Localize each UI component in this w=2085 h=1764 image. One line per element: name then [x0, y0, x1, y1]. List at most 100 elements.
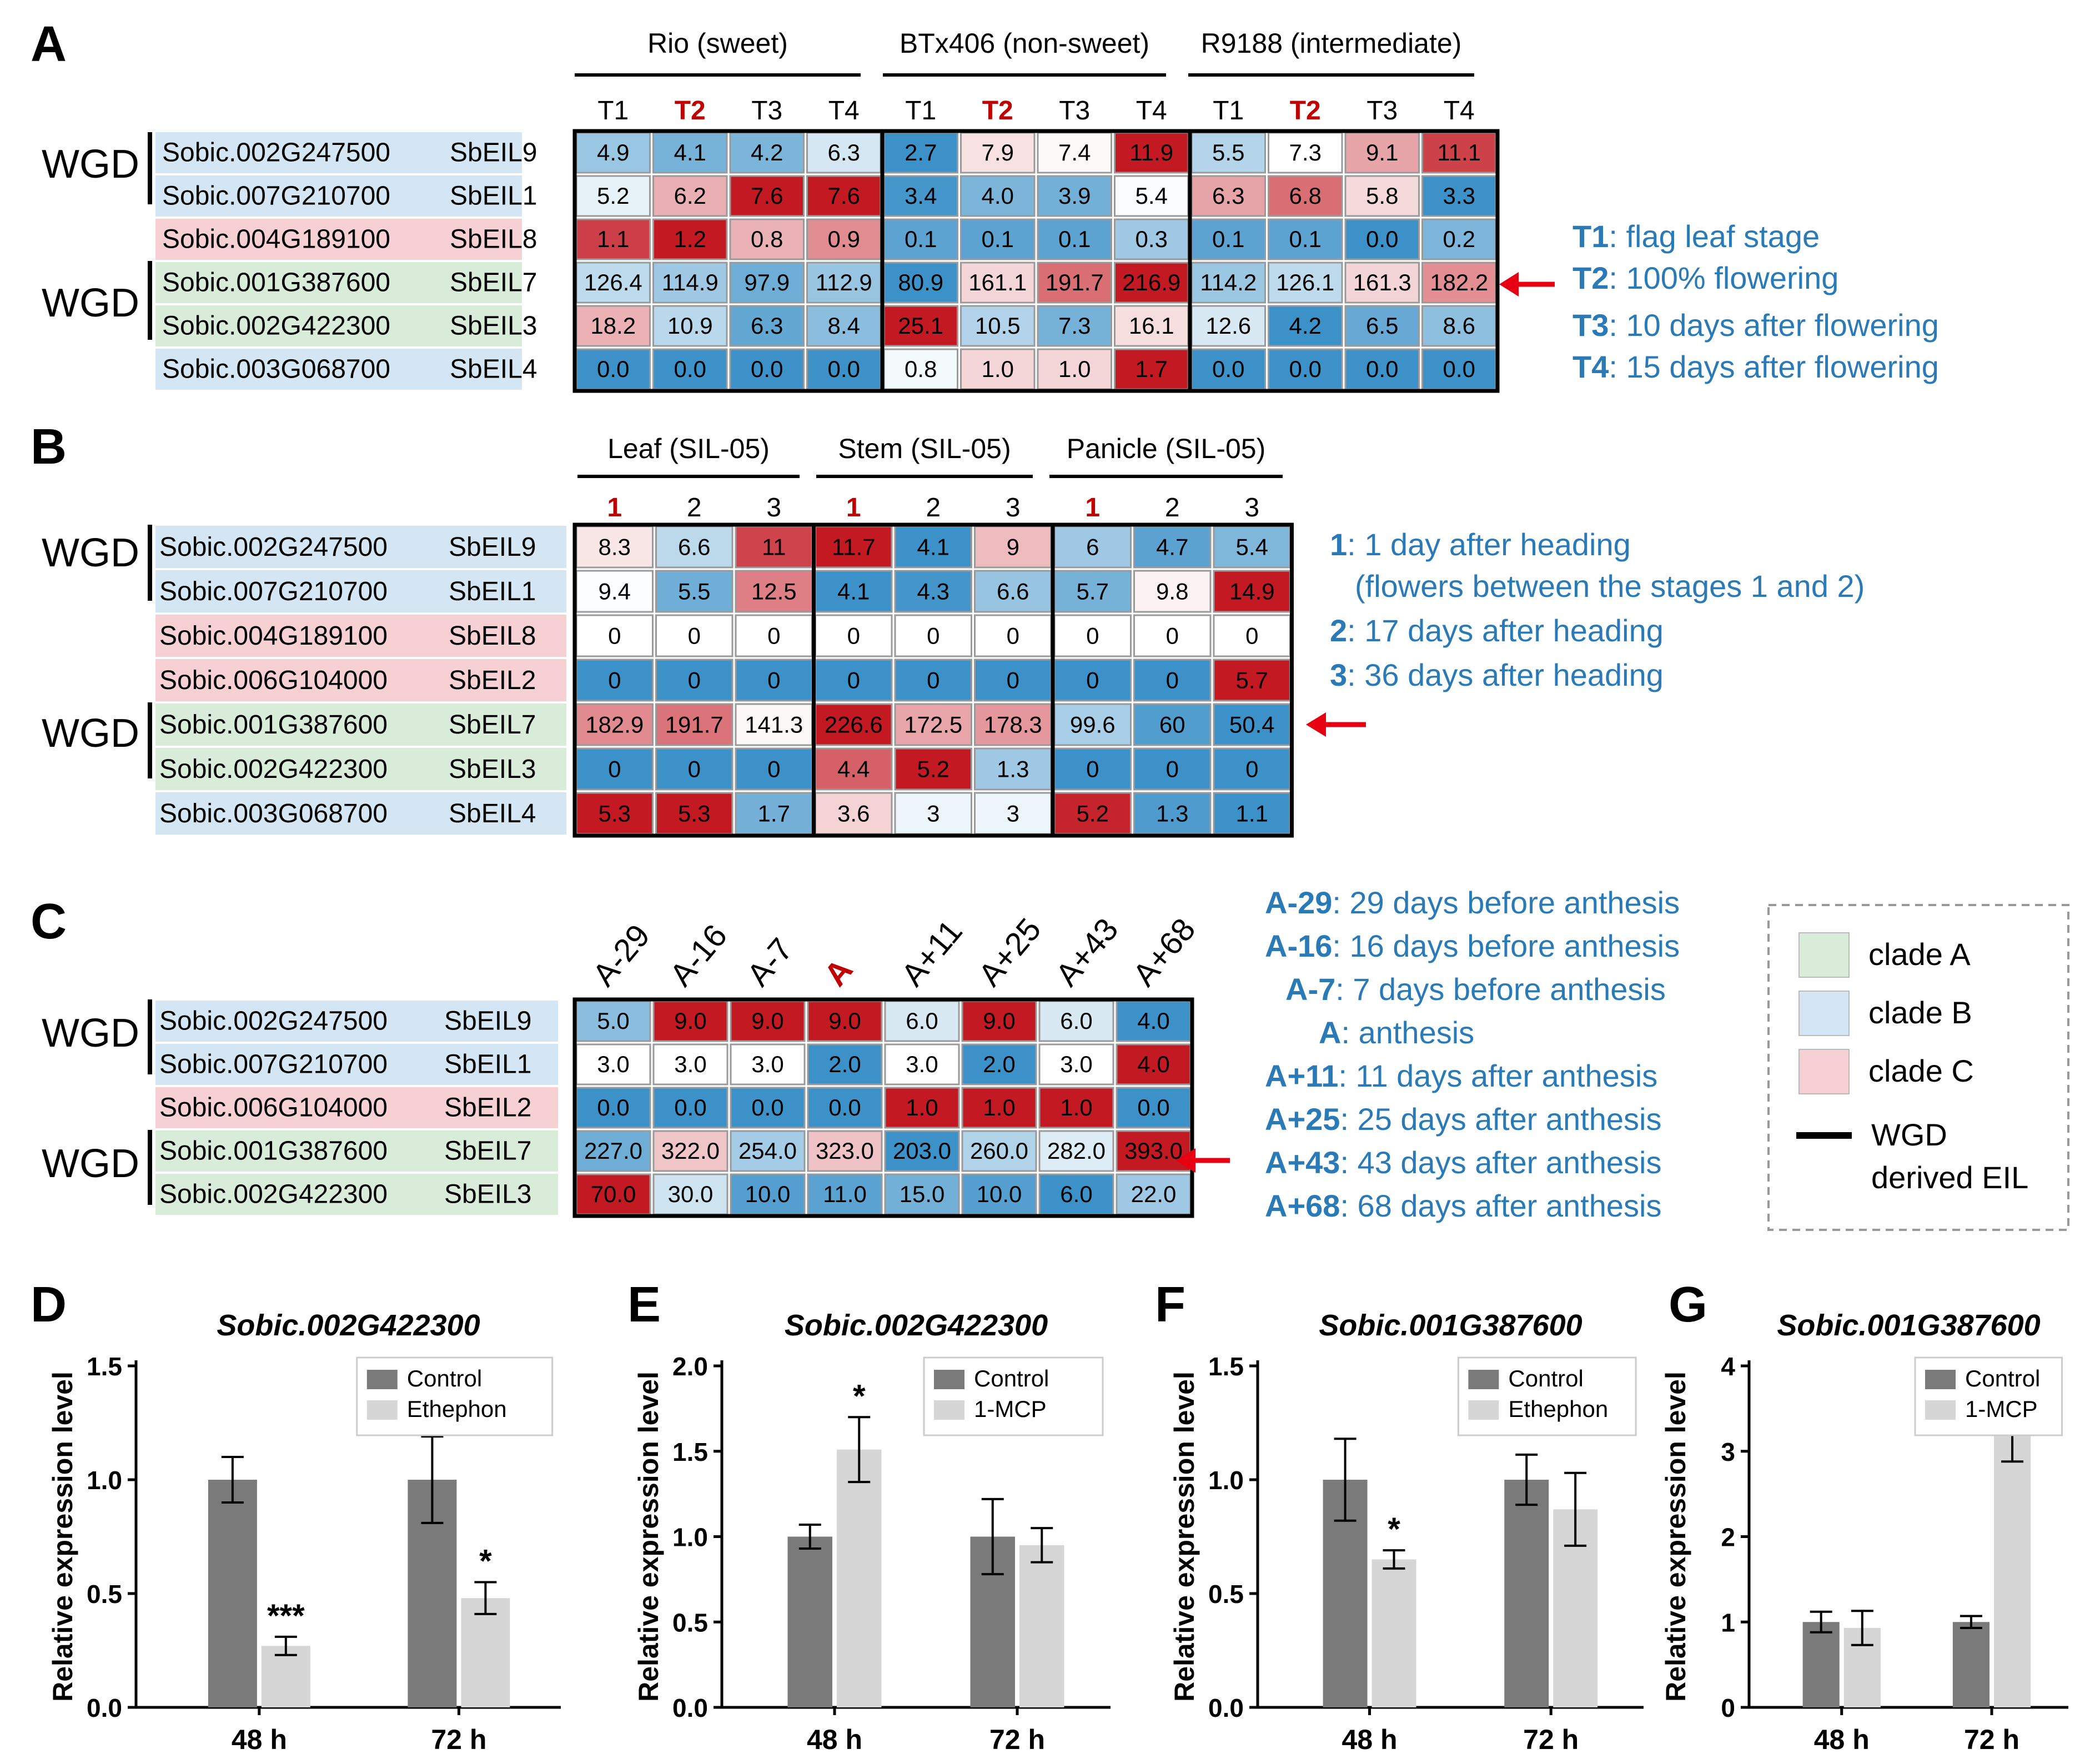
- panel-a-cell-value: 1.2: [674, 226, 706, 252]
- chart-f-legend-label: Ethephon: [1508, 1396, 1608, 1422]
- panel-b-cell: [735, 703, 813, 746]
- panel-a-cell: [960, 175, 1036, 217]
- chart-d-panel-label: D: [31, 1277, 67, 1333]
- panel-b-legend-item: 3: 36 days after heading: [1330, 657, 1664, 692]
- panel-a-cell-value: 114.2: [1200, 269, 1257, 295]
- panel-c-cell: [807, 1173, 883, 1215]
- panel-a-cell-value: 182.2: [1430, 269, 1488, 295]
- chart-e-title: Sobic.002G422300: [785, 1309, 1048, 1342]
- chart-g-panel-label: G: [1669, 1277, 1707, 1333]
- panel-c-cell: [1116, 1000, 1192, 1042]
- chart-d-legend-label: Ethephon: [407, 1396, 507, 1422]
- panel-b-cell: [894, 747, 972, 791]
- chart-d-significance: *: [479, 1544, 492, 1580]
- panel-b-block-border: [1051, 522, 1294, 838]
- panel-a-cell-value: 7.6: [828, 183, 860, 209]
- panel-a-cell: [1268, 348, 1343, 390]
- panel-c-cell-value: 0.0: [597, 1094, 629, 1120]
- panel-a-cell-value: 5.5: [1212, 139, 1244, 165]
- panel-c-cell-value: 70.0: [591, 1181, 636, 1207]
- panel-b-eil-label: SbEIL7: [449, 710, 536, 740]
- panel-c-cell-value: 1.0: [1060, 1094, 1092, 1120]
- panel-a-cell-value: 9.1: [1366, 139, 1398, 165]
- panel-a-row-bg: [155, 262, 522, 303]
- panel-a-cell-value: 6.3: [751, 313, 783, 339]
- panel-a-cell-value: 112.9: [816, 269, 872, 295]
- chart-d-bar: [208, 1480, 257, 1707]
- panel-a-cell-value: 6.8: [1289, 183, 1322, 209]
- panel-a-cell-value: 0.1: [1289, 226, 1322, 252]
- panel-b-cell: [1213, 792, 1291, 835]
- panel-a-cell-value: 0.1: [905, 226, 937, 252]
- panel-c-eil-label: SbEIL9: [444, 1007, 531, 1036]
- panel-a-cell: [1344, 132, 1420, 174]
- panel-b-cell: [815, 614, 893, 657]
- panel-b-cell-value: 9: [1007, 534, 1019, 560]
- panel-b-cell-value: 9.4: [599, 578, 631, 604]
- panel-b-cell: [1053, 747, 1132, 791]
- chart-g-legend-swatch: [1925, 1400, 1956, 1420]
- panel-c-cell: [807, 1130, 883, 1172]
- panel-b-legend-item: 2: 17 days after heading: [1330, 613, 1664, 648]
- panel-b-col-header: 1: [607, 493, 622, 522]
- chart-g-legend-label: Control: [1965, 1365, 2040, 1391]
- panel-a-cell-value: 80.9: [898, 269, 943, 295]
- panel-c-cell: [961, 1130, 1037, 1172]
- clade-legend-wgd-label-2: derived EIL: [1871, 1160, 2028, 1195]
- panel-b-cell-value: 4.1: [917, 534, 949, 560]
- panel-c-cell-value: 254.0: [738, 1138, 797, 1164]
- panel-a-cell: [1190, 305, 1266, 347]
- panel-b-cell-value: 0: [608, 667, 621, 693]
- panel-c-cell: [1038, 1173, 1114, 1215]
- chart-e-bar: [787, 1536, 832, 1707]
- chart-e-legend-swatch: [934, 1400, 964, 1420]
- panel-a-cell-value: 6.2: [674, 183, 706, 209]
- panel-c-wgd-label: WGD: [42, 1011, 139, 1056]
- panel-a-cell-value: 0.0: [1366, 356, 1398, 382]
- panel-c-cell: [884, 1087, 960, 1129]
- panel-a-cell-value: 1.7: [1136, 356, 1168, 382]
- panel-c-legend-item: A-16: 16 days before anthesis: [1265, 928, 1680, 963]
- panel-c-cell-value: 0.0: [1137, 1094, 1169, 1120]
- panel-a-cell: [883, 175, 958, 217]
- panel-b-cell-value: 141.3: [745, 711, 803, 737]
- panel-b-cell: [1133, 747, 1212, 791]
- panel-b-cell: [1133, 659, 1212, 702]
- chart-f-legend-swatch: [1468, 1400, 1499, 1420]
- chart-f-legend-label: Control: [1508, 1365, 1583, 1391]
- panel-a-cell: [1037, 262, 1112, 304]
- panel-c-block-border: [572, 997, 1194, 1218]
- panel-b-group-label: Panicle (SIL-05): [1067, 433, 1266, 464]
- panel-c-cell: [961, 1043, 1037, 1085]
- panel-a-cell-value: 4.1: [674, 139, 706, 165]
- panel-c-gene-label: Sobic.002G422300: [159, 1180, 388, 1209]
- panel-c-eil-label: SbEIL2: [444, 1093, 531, 1123]
- panel-a-gene-label: Sobic.003G068700: [162, 355, 390, 384]
- panel-a-cell: [1344, 262, 1420, 304]
- panel-b-cell-value: 11.7: [832, 534, 876, 560]
- panel-c-row-bg: [155, 1087, 558, 1128]
- panel-b-gene-label: Sobic.001G387600: [159, 710, 388, 740]
- panel-b-row-bg: [155, 615, 566, 657]
- panel-a-cell: [1268, 218, 1343, 260]
- panel-b-cell: [1213, 570, 1291, 613]
- panel-c-cell: [575, 1087, 651, 1129]
- panel-a-label: A: [31, 17, 67, 72]
- panel-a-cell: [960, 262, 1036, 304]
- chart-g-y-tick-label: 1: [1721, 1608, 1735, 1637]
- panel-b-cell-value: 4.3: [917, 578, 949, 604]
- panel-c-cell-value: 10.0: [745, 1181, 791, 1207]
- clade-legend-swatch: [1798, 932, 1850, 978]
- panel-b-cell: [815, 570, 893, 613]
- panel-b-cell-value: 0: [688, 622, 701, 649]
- panel-b-cell-value: 12.5: [751, 578, 797, 604]
- clade-legend-swatch: [1798, 991, 1850, 1036]
- panel-b-cell-value: 172.5: [904, 711, 962, 737]
- panel-b-gene-label: Sobic.003G068700: [159, 799, 388, 828]
- panel-c-eil-label: SbEIL1: [444, 1050, 531, 1079]
- panel-c-cell-value: 9.0: [983, 1008, 1015, 1034]
- chart-f-x-tick-label: 48 h: [1342, 1724, 1398, 1755]
- panel-a-eil-label: SbEIL9: [450, 138, 537, 168]
- panel-a-cell-value: 7.3: [1289, 139, 1322, 165]
